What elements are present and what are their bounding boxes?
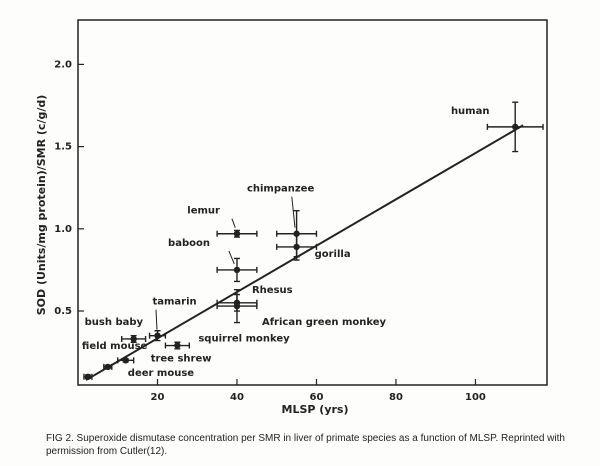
leader-line	[291, 196, 296, 228]
leader-line	[228, 250, 235, 265]
y-tick-label: 2.0	[54, 59, 72, 70]
x-tick-label: 20	[151, 392, 165, 403]
leader-line	[231, 218, 236, 228]
point	[233, 302, 241, 310]
point-label: squirrel monkey	[198, 334, 290, 345]
y-axis-label: SOD (Units/mg protein)/SMR (c/g/d)	[35, 95, 48, 316]
leader-line	[155, 309, 158, 330]
point	[233, 230, 241, 237]
point	[174, 342, 181, 349]
point-label: tamarin	[152, 297, 196, 308]
point-label: deer mouse	[128, 368, 194, 379]
point	[84, 373, 92, 380]
point-label: lemur	[187, 206, 220, 217]
regression-line	[85, 124, 524, 381]
point-label: baboon	[168, 238, 210, 249]
x-tick-label: 60	[310, 392, 324, 403]
caption: FIG 2. Superoxide dismutase concentratio…	[46, 433, 565, 457]
point	[512, 123, 519, 131]
y-tick-label: 1.0	[54, 224, 72, 235]
point-label: field mouse	[82, 341, 148, 352]
y-tick-label: 1.5	[54, 142, 72, 153]
point-label: Rhesus	[252, 285, 293, 296]
point	[154, 332, 161, 339]
x-tick-label: 100	[465, 392, 486, 403]
point	[130, 335, 137, 343]
x-axis-label: MLSP (yrs)	[282, 403, 349, 416]
point-label: bush baby	[85, 317, 144, 328]
y-tick-label: 0.5	[54, 306, 72, 317]
point	[104, 363, 112, 371]
point-label: African green monkey	[262, 317, 387, 328]
point-label: chimpanzee	[247, 184, 315, 195]
point-label: tree shrew	[151, 353, 212, 364]
x-tick-label: 80	[389, 392, 403, 403]
point-label: gorilla	[315, 249, 351, 260]
point	[293, 243, 300, 251]
point-label: human	[451, 106, 490, 117]
x-tick-label: 40	[230, 392, 244, 403]
plot-frame	[77, 19, 548, 386]
point	[233, 266, 241, 274]
point	[122, 357, 129, 364]
